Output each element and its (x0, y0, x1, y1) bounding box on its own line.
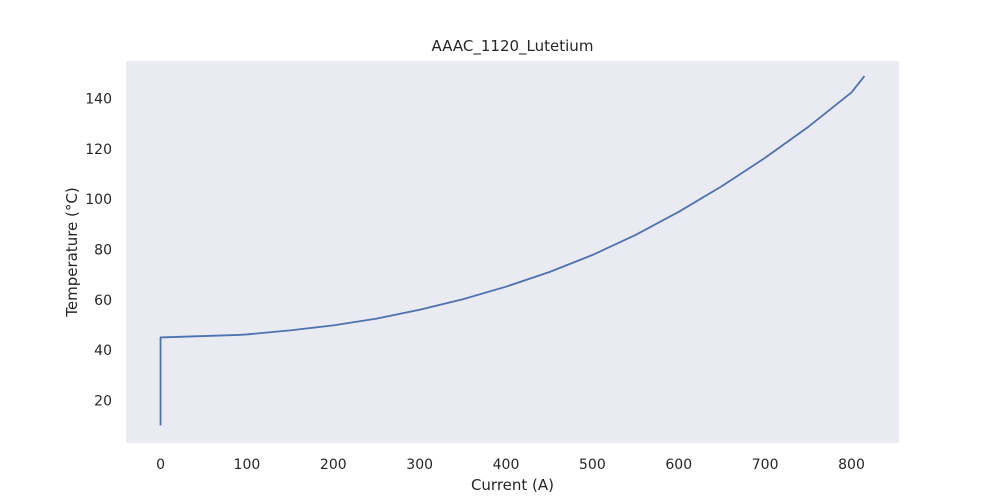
x-axis: 0 100 200 300 400 500 600 700 800 (156, 457, 865, 473)
y-axis: 20 40 60 80 100 120 140 (85, 92, 112, 410)
y-tick-label: 40 (94, 343, 112, 359)
y-tick-label: 80 (94, 242, 112, 258)
y-axis-label: Temperature (°C) (63, 187, 81, 317)
chart-title: AAAC_1120_Lutetium (432, 37, 594, 56)
y-tick-label: 60 (94, 293, 112, 309)
plot-area (126, 61, 899, 443)
x-tick-label: 700 (752, 457, 779, 473)
y-tick-label: 140 (85, 92, 112, 108)
x-tick-label: 800 (838, 457, 865, 473)
x-tick-label: 600 (665, 457, 692, 473)
x-tick-label: 0 (156, 457, 165, 473)
x-axis-label: Current (A) (471, 476, 554, 494)
y-tick-label: 20 (94, 393, 112, 409)
x-tick-label: 100 (234, 457, 261, 473)
x-tick-label: 400 (493, 457, 520, 473)
y-tick-label: 100 (85, 192, 112, 208)
series-line (159, 75, 866, 426)
x-tick-label: 200 (320, 457, 347, 473)
x-tick-label: 300 (406, 457, 433, 473)
y-tick-label: 120 (85, 142, 112, 158)
x-tick-label: 500 (579, 457, 606, 473)
